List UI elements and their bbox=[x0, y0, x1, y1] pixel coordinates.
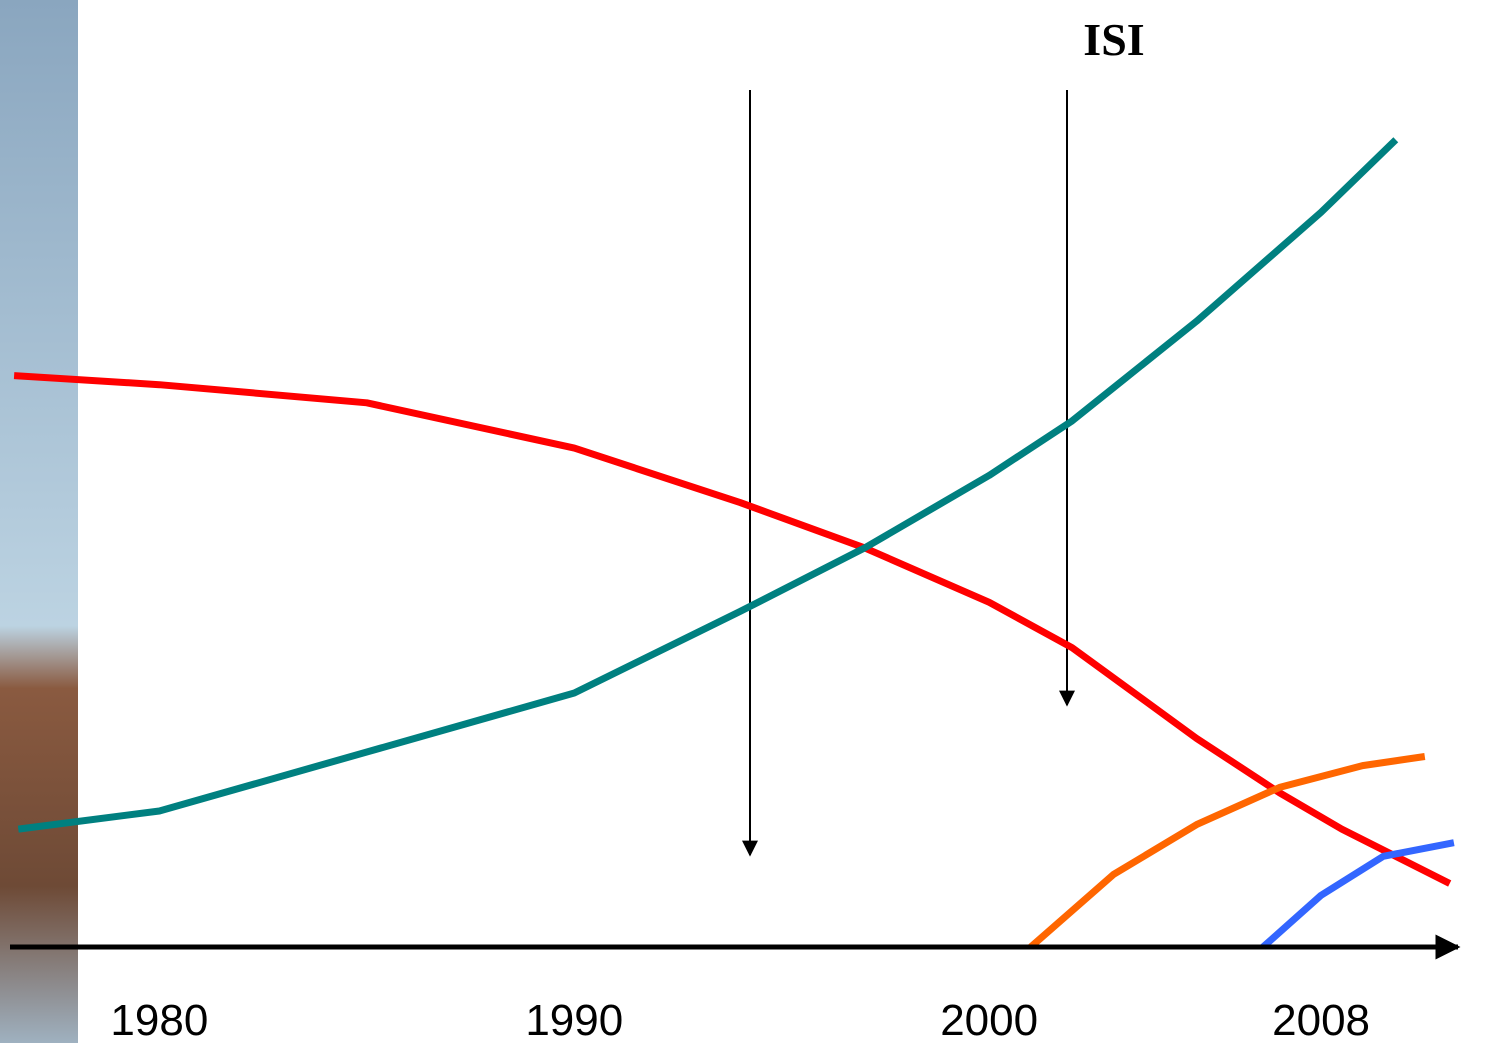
x-tick-label: 1990 bbox=[525, 996, 623, 1043]
annotation: ISI bbox=[1083, 14, 1144, 65]
x-tick-label: 2000 bbox=[940, 996, 1038, 1043]
side-decoration bbox=[0, 0, 78, 1043]
line-series bbox=[1263, 843, 1454, 947]
x-tick-label: 2008 bbox=[1272, 996, 1370, 1043]
chart: ISI 1980 1990 2000 2008 bbox=[0, 0, 1494, 1043]
plot-area bbox=[14, 140, 1454, 947]
line-series bbox=[18, 140, 1396, 829]
x-tick-label: 1980 bbox=[110, 996, 208, 1043]
line-series bbox=[1031, 757, 1425, 948]
